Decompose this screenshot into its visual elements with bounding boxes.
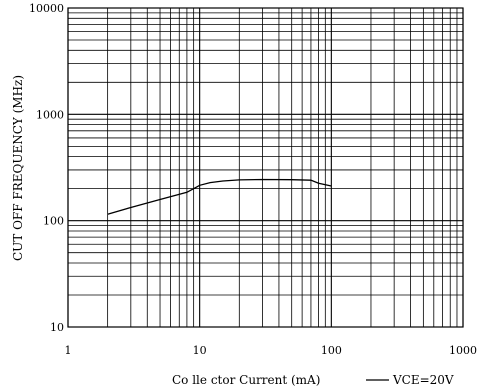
y-tick-label: 1000 [36,108,64,121]
grid [67,7,464,328]
plot-frame [67,7,464,328]
x-tick-label: 1 [65,344,72,357]
y-axis-label: CUT OFF FREQUENCY (MHz) [11,75,25,261]
legend-label: VCE=20V [392,373,454,387]
x-tick-label: 10 [193,344,207,357]
x-tick-label: 100 [321,344,342,357]
x-axis-label: Co lle ctor Current (mA) [172,373,320,387]
series-line [107,178,332,215]
y-tick-label: 100 [43,215,64,228]
legend: VCE=20V [366,373,454,387]
series-layer [107,178,332,215]
y-tick-label: 10 [50,321,64,334]
x-tick-label: 1000 [449,344,477,357]
y-tick-label: 10000 [29,2,64,15]
